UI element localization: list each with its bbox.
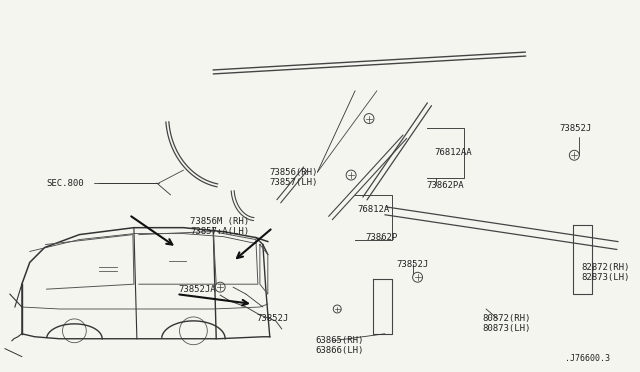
Text: 76812AA: 76812AA bbox=[435, 148, 472, 157]
Text: 82872(RH): 82872(RH) bbox=[581, 263, 630, 272]
Text: 80872(RH): 80872(RH) bbox=[482, 314, 531, 323]
Text: SEC.800: SEC.800 bbox=[47, 179, 84, 187]
Text: 76812A: 76812A bbox=[357, 205, 389, 214]
Text: 63866(LH): 63866(LH) bbox=[316, 346, 364, 355]
Text: 73857+A(LH): 73857+A(LH) bbox=[191, 227, 250, 236]
Text: 73852J: 73852J bbox=[256, 314, 288, 323]
Text: 73857(LH): 73857(LH) bbox=[270, 177, 318, 186]
Text: 73856M (RH): 73856M (RH) bbox=[191, 217, 250, 226]
Text: 80873(LH): 80873(LH) bbox=[482, 324, 531, 333]
Text: 63865(RH): 63865(RH) bbox=[316, 336, 364, 345]
Text: .J76600.3: .J76600.3 bbox=[565, 354, 611, 363]
Text: 73852J: 73852J bbox=[559, 124, 591, 133]
Text: 73856(RH): 73856(RH) bbox=[270, 168, 318, 177]
Text: 73852JA: 73852JA bbox=[179, 285, 216, 294]
Text: 82873(LH): 82873(LH) bbox=[581, 273, 630, 282]
Text: 73862P: 73862P bbox=[365, 233, 397, 242]
Text: 73852J: 73852J bbox=[397, 260, 429, 269]
Text: 73862PA: 73862PA bbox=[426, 180, 464, 189]
